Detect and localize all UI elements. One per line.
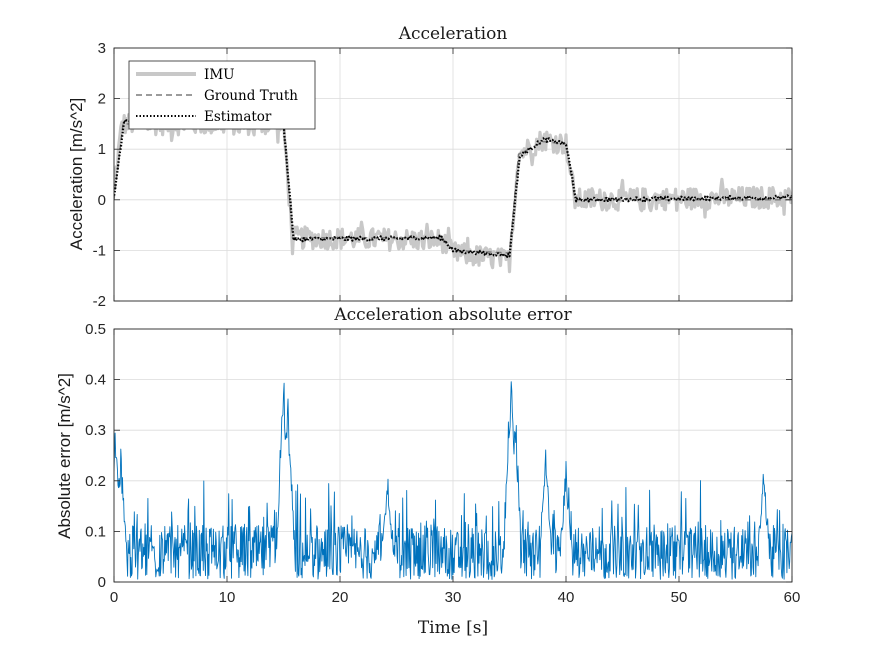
error-ytick-label: 0.4 — [85, 372, 106, 389]
error-xtick-label: 50 — [671, 589, 688, 606]
error-series — [114, 381, 792, 580]
legend-estimator-label: Estimator — [204, 109, 272, 125]
error-xtick-label: 10 — [219, 589, 236, 606]
acceleration-ytick-label: 3 — [98, 40, 106, 57]
error-xtick-label: 40 — [558, 589, 575, 606]
acceleration-ytick-label: -2 — [93, 293, 106, 310]
legend-ground-truth-label: Ground Truth — [204, 88, 298, 104]
acceleration-ytick-label: 2 — [98, 91, 106, 108]
error-ticks: 0 10 20 30 40 50 60 0 0.1 0.2 0.3 0.4 0.5 — [85, 321, 800, 606]
error-xtick-label: 30 — [445, 589, 462, 606]
error-ytick-label: 0.5 — [85, 321, 106, 338]
error-xtick-label: 60 — [784, 589, 801, 606]
series-estimator-line — [114, 118, 792, 258]
error-ylabel: Absolute error [m/s^2] — [55, 373, 74, 539]
acceleration-ytick-label: 1 — [98, 141, 106, 158]
legend-imu-label: IMU — [204, 67, 235, 83]
error-xlabel: Time [s] — [418, 618, 488, 638]
error-ytick-label: 0.3 — [85, 422, 106, 439]
error-xtick-label: 0 — [110, 589, 118, 606]
series-absolute-error-line — [114, 381, 792, 580]
error-ytick-label: 0.2 — [85, 473, 106, 490]
error-xtick-label: 20 — [332, 589, 349, 606]
legend: IMU Ground Truth Estimator — [128, 60, 316, 130]
acceleration-ticks: -2 -1 0 1 2 3 — [93, 40, 793, 310]
error-ytick-label: 0.1 — [85, 523, 106, 540]
error-axes: 0 10 20 30 40 50 60 0 0.1 0.2 0.3 0.4 0.5 Accelerati… — [55, 305, 800, 638]
acceleration-ylabel: Acceleration [m/s^2] — [67, 98, 86, 251]
acceleration-axes: -2 -1 0 1 2 3 Acceleration Acceleration [m/s^… — [67, 24, 793, 310]
acceleration-title: Acceleration — [398, 24, 508, 44]
acceleration-ytick-label: 0 — [98, 192, 106, 209]
error-ytick-label: 0 — [98, 574, 106, 591]
acceleration-ytick-label: -1 — [93, 242, 106, 259]
error-title: Acceleration absolute error — [333, 305, 572, 325]
